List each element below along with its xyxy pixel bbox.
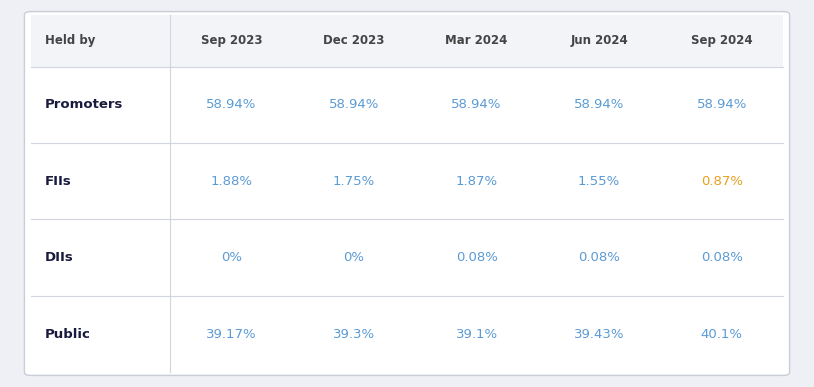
Text: Promoters: Promoters bbox=[45, 98, 123, 111]
Text: Jun 2024: Jun 2024 bbox=[571, 34, 628, 47]
Text: Mar 2024: Mar 2024 bbox=[445, 34, 508, 47]
Text: 58.94%: 58.94% bbox=[697, 98, 747, 111]
Text: Held by: Held by bbox=[45, 34, 95, 47]
Text: 1.87%: 1.87% bbox=[456, 175, 497, 188]
Text: 39.1%: 39.1% bbox=[456, 327, 497, 341]
FancyBboxPatch shape bbox=[24, 12, 790, 375]
Bar bbox=[31, 15, 783, 67]
Text: 0.87%: 0.87% bbox=[701, 175, 742, 188]
Text: FIIs: FIIs bbox=[45, 175, 72, 188]
Text: 0%: 0% bbox=[344, 251, 365, 264]
Text: 1.55%: 1.55% bbox=[578, 175, 620, 188]
Text: 1.88%: 1.88% bbox=[210, 175, 252, 188]
Text: Sep 2023: Sep 2023 bbox=[200, 34, 262, 47]
Text: 0%: 0% bbox=[221, 251, 242, 264]
Text: 58.94%: 58.94% bbox=[574, 98, 624, 111]
Text: 0.08%: 0.08% bbox=[578, 251, 620, 264]
Text: DIIs: DIIs bbox=[45, 251, 73, 264]
Text: 40.1%: 40.1% bbox=[701, 327, 742, 341]
Text: 39.17%: 39.17% bbox=[206, 327, 256, 341]
Text: 58.94%: 58.94% bbox=[329, 98, 379, 111]
Text: 1.75%: 1.75% bbox=[333, 175, 375, 188]
Text: 0.08%: 0.08% bbox=[456, 251, 497, 264]
Text: 58.94%: 58.94% bbox=[452, 98, 501, 111]
Text: Public: Public bbox=[45, 327, 90, 341]
Text: Sep 2024: Sep 2024 bbox=[691, 34, 753, 47]
Text: Dec 2023: Dec 2023 bbox=[323, 34, 385, 47]
Text: 0.08%: 0.08% bbox=[701, 251, 742, 264]
Text: 39.3%: 39.3% bbox=[333, 327, 375, 341]
Text: 39.43%: 39.43% bbox=[574, 327, 624, 341]
Text: 58.94%: 58.94% bbox=[206, 98, 256, 111]
